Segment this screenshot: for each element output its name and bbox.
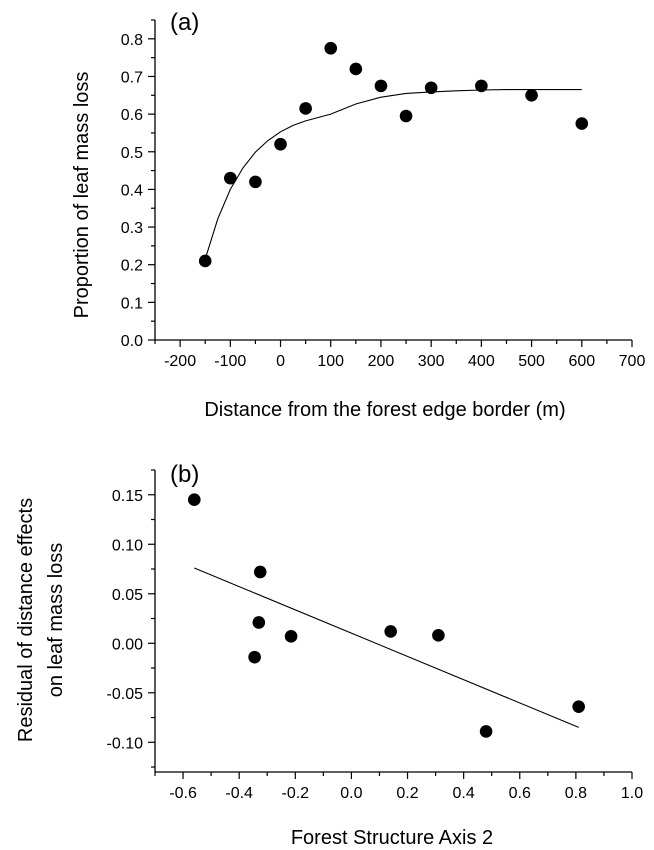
panel-b-x-tick-label: -0.2	[282, 785, 310, 802]
panel-b-data-point	[284, 630, 298, 643]
panel-a-data-points	[198, 41, 589, 268]
panel-a-x-tick-label: 400	[468, 353, 495, 370]
panel-a-x-tick-label: 500	[518, 353, 545, 370]
panel-a-x-tick-label: -200	[164, 353, 196, 370]
panel-b-axes: -0.6 -0.4 -0.2 0.0 0.2 0.4 0.6 0.8 1.0 -0.10 -0.05…	[107, 469, 643, 802]
panel-b-y-tick-label: 0.05	[112, 587, 143, 604]
panel-b-data-point	[432, 629, 445, 642]
panel-b-y-tick-label: -0.10	[107, 735, 144, 752]
panel-a-y-tick-label: 0.0	[121, 333, 143, 350]
panel-b-x-tick-label: 0.0	[340, 785, 362, 802]
panel-b-data-point	[252, 616, 266, 629]
panel-a-data-point	[399, 109, 413, 123]
panel-a-x-tick-label: 300	[418, 353, 445, 370]
panel-a-y-axis-title: Proportion of leaf mass loss	[71, 72, 93, 319]
panel-a-data-point	[224, 171, 237, 185]
panel-b-y-tick-label: 0.15	[112, 488, 143, 505]
panel-b-x-tick-label: 0.6	[509, 785, 531, 802]
panel-b-residual-vs-forest-structure: (b) -0.6 -0.4 -0.2 0.0 0.2 0.4 0.6 0.8 1.0-0.10-…	[15, 461, 643, 849]
panel-b-y-tick-label: -0.05	[107, 686, 144, 703]
panel-a-x-tick-label: 100	[317, 353, 344, 370]
panel-a-y-tick-label: 0.4	[121, 182, 143, 199]
panel-a-x-tick-label: 200	[368, 353, 395, 370]
panel-a-data-point	[249, 175, 262, 189]
panel-a-y-tick-label: 0.3	[121, 220, 143, 237]
panel-b-y-tick-label: 0.10	[112, 537, 143, 554]
panel-b-data-point	[479, 725, 493, 738]
panel-a-data-point	[349, 62, 363, 76]
panel-a-data-point	[274, 137, 287, 151]
panel-a-x-tick-label: -100	[214, 353, 246, 370]
panel-a-fit-path	[204, 89, 582, 260]
panel-a-y-tick-label: 0.8	[121, 32, 143, 49]
panel-b-x-tick-label: 1.0	[621, 785, 643, 802]
panel-a-data-point	[198, 254, 212, 268]
panel-a-y-tick-label: 0.2	[121, 258, 143, 275]
panel-a-data-point	[475, 79, 488, 93]
panel-a-data-point	[374, 79, 388, 93]
panel-b-data-point	[572, 700, 585, 713]
panel-a-data-point	[525, 88, 538, 102]
panel-b-data-point	[384, 625, 397, 638]
panel-a-y-tick-label: 0.6	[121, 107, 143, 124]
panel-a-y-tick-label: 0.1	[121, 295, 143, 312]
panel-b-data-points	[187, 493, 585, 738]
panel-a-data-point	[575, 117, 589, 130]
panel-b-y-tick-label: 0.00	[112, 636, 143, 653]
panel-b-x-axis-title: Forest Structure Axis 2	[291, 827, 493, 849]
panel-b-fit-line	[194, 567, 579, 728]
panel-b-data-point	[187, 493, 201, 507]
panel-a-x-tick-label: 0	[276, 353, 285, 370]
panel-b-y-axis-title-line2: on leaf mass loss	[45, 543, 67, 698]
panel-b-x-tick-label: 0.8	[565, 785, 587, 802]
panel-a-x-tick-label: 700	[619, 353, 646, 370]
panel-a-y-tick-label: 0.5	[121, 145, 143, 162]
panel-b-x-tick-label: 0.2	[396, 785, 418, 802]
panel-a-y-tick-label: 0.7	[121, 69, 143, 86]
panel-a-axes: -200 -100 0 100 200 300 400 500 600 700 0.0 0.1 0.2 0…	[121, 19, 646, 370]
panel-b-data-point	[248, 650, 261, 664]
panel-a-data-point	[299, 102, 312, 115]
panel-b-fit-path	[194, 567, 579, 728]
panel-b-x-tick-label: 0.4	[453, 785, 475, 802]
panel-b-y-axis-title-line1: Residual of distance effects	[15, 498, 37, 742]
panel-a-data-point	[324, 41, 338, 55]
panel-a-leaf-mass-loss-vs-distance: (a) -200 -100 0 100 200 300 400 500 600 700 0.0 0.1…	[71, 9, 645, 421]
panel-a-fit-curve	[204, 89, 582, 260]
panel-a-label: (a)	[170, 9, 199, 36]
panel-b-x-tick-label: -0.6	[169, 785, 197, 802]
panel-a-x-axis-title: Distance from the forest edge border (m)	[204, 399, 565, 421]
panel-b-data-point	[253, 565, 267, 579]
panel-b-label: (b)	[170, 461, 199, 488]
panel-a-x-tick-label: 600	[568, 353, 595, 370]
panel-a-data-point	[424, 81, 438, 95]
panel-b-x-tick-label: -0.4	[225, 785, 253, 802]
